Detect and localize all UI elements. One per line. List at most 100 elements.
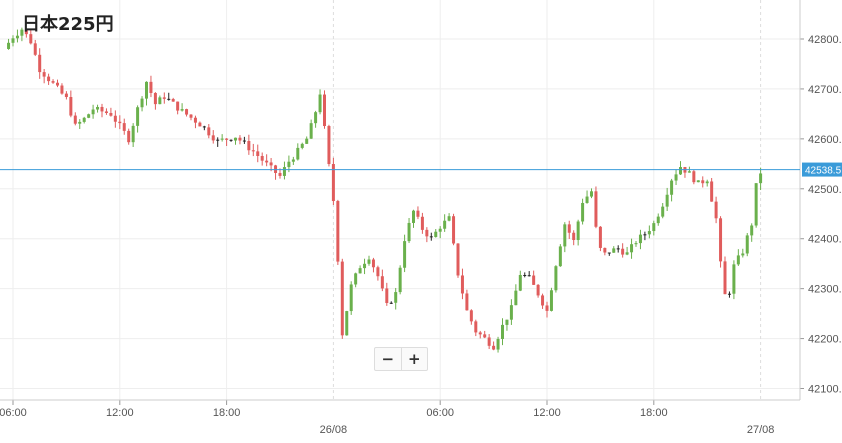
zoom-in-button[interactable]: +	[400, 348, 428, 370]
candle-body	[429, 236, 433, 238]
zoom-out-button[interactable]: −	[381, 350, 395, 368]
candle-body	[478, 332, 482, 335]
candle-body	[598, 226, 602, 248]
y-tick-label: 42800.0	[808, 34, 842, 46]
candle-body	[238, 137, 242, 141]
candle-body	[109, 112, 113, 116]
candle-body	[460, 275, 464, 294]
candle-body	[265, 160, 269, 163]
candle-body	[732, 264, 736, 294]
candle-body	[687, 171, 691, 173]
candle-body	[420, 216, 424, 230]
candle-body	[122, 123, 126, 131]
candle-body	[723, 261, 727, 295]
candle-body	[603, 247, 607, 253]
candle-body	[452, 216, 456, 244]
candle-body	[616, 248, 620, 250]
candle-body	[625, 252, 629, 255]
candle-body	[29, 34, 33, 44]
candle-body	[665, 194, 669, 207]
candle-body	[180, 109, 184, 111]
candle-body	[563, 224, 567, 247]
candle-body	[643, 234, 647, 236]
candle-body	[234, 137, 237, 141]
candle-body	[278, 172, 282, 176]
candle-body	[69, 97, 73, 116]
date-tick-label: 27/08	[747, 424, 775, 436]
candle-body	[434, 231, 438, 238]
candle-body	[242, 140, 246, 142]
candle-body	[487, 337, 491, 346]
candle-body	[207, 127, 211, 136]
x-tick-label: 12:00	[106, 407, 134, 419]
candle-body	[118, 121, 122, 124]
candle-body	[585, 196, 589, 203]
candle-body	[705, 181, 709, 184]
candle-body	[349, 284, 353, 312]
candle-body	[621, 248, 625, 255]
candle-body	[38, 54, 42, 73]
candle-body	[719, 218, 723, 262]
candle-body	[509, 305, 513, 320]
candle-body	[549, 290, 553, 311]
candle-body	[661, 206, 665, 217]
candle-body	[496, 338, 500, 350]
candle-body	[331, 164, 335, 202]
candle-body	[607, 252, 611, 254]
candle-body	[318, 94, 322, 113]
candle-body	[532, 275, 536, 285]
candle-body	[412, 210, 415, 223]
candle-body	[527, 275, 531, 277]
candle-body	[469, 310, 473, 322]
x-tick-label: 18:00	[640, 407, 668, 419]
candle-body	[96, 106, 100, 110]
candle-body	[60, 85, 64, 94]
candle-body	[158, 97, 162, 105]
candle-body	[354, 273, 358, 285]
candle-body	[193, 117, 197, 123]
candle-body	[523, 275, 527, 277]
candle-body	[443, 220, 447, 229]
y-tick-label: 42700.0	[808, 84, 842, 96]
candle-body	[309, 123, 313, 139]
y-tick-label: 42100.0	[808, 384, 842, 396]
candle-body	[492, 345, 496, 350]
candle-body	[647, 231, 651, 235]
candle-body	[153, 92, 157, 105]
x-tick-label: 12:00	[533, 407, 561, 419]
candle-body	[398, 267, 402, 293]
candle-body	[727, 293, 731, 295]
x-tick-label: 18:00	[213, 407, 241, 419]
candle-body	[336, 201, 340, 262]
candle-body	[630, 244, 634, 253]
candle-body	[465, 293, 469, 311]
candle-body	[541, 295, 545, 306]
candle-body	[403, 241, 407, 268]
candle-body	[656, 216, 660, 224]
candle-body	[371, 259, 375, 268]
candle-body	[514, 290, 518, 306]
candle-body	[145, 81, 148, 99]
candle-body	[64, 93, 68, 98]
candle-body	[229, 139, 233, 141]
candle-body	[590, 191, 593, 197]
candle-body	[581, 202, 585, 222]
candle-body	[136, 107, 140, 126]
candle-body	[167, 98, 171, 100]
candle-body	[750, 225, 754, 236]
candle-body	[714, 201, 718, 219]
candle-body	[162, 97, 166, 99]
candle-body	[652, 223, 656, 232]
candle-body	[185, 109, 189, 115]
y-tick-label: 42300.0	[808, 284, 842, 296]
candle-body	[416, 210, 420, 217]
candle-body	[345, 311, 349, 336]
candle-body	[710, 181, 714, 202]
current-price-label: 42538.5	[805, 166, 842, 177]
candle-body	[73, 115, 77, 124]
candle-body	[291, 159, 295, 162]
candle-body	[425, 229, 429, 237]
candle-body	[558, 246, 562, 267]
candle-body	[15, 35, 19, 39]
candle-body	[189, 114, 193, 118]
